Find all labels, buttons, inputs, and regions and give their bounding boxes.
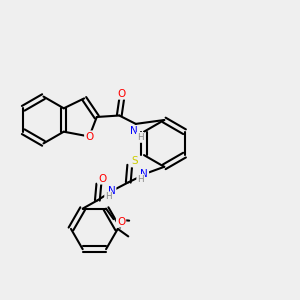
Text: O: O [98, 173, 106, 184]
Text: N: N [140, 169, 148, 179]
Text: N: N [130, 126, 138, 136]
Text: H: H [137, 133, 144, 142]
Text: N: N [108, 186, 115, 197]
Text: O: O [117, 217, 125, 226]
Text: H: H [105, 192, 112, 201]
Text: O: O [85, 131, 93, 142]
Text: S: S [132, 156, 139, 167]
Text: H: H [137, 175, 144, 184]
Text: O: O [118, 88, 126, 99]
